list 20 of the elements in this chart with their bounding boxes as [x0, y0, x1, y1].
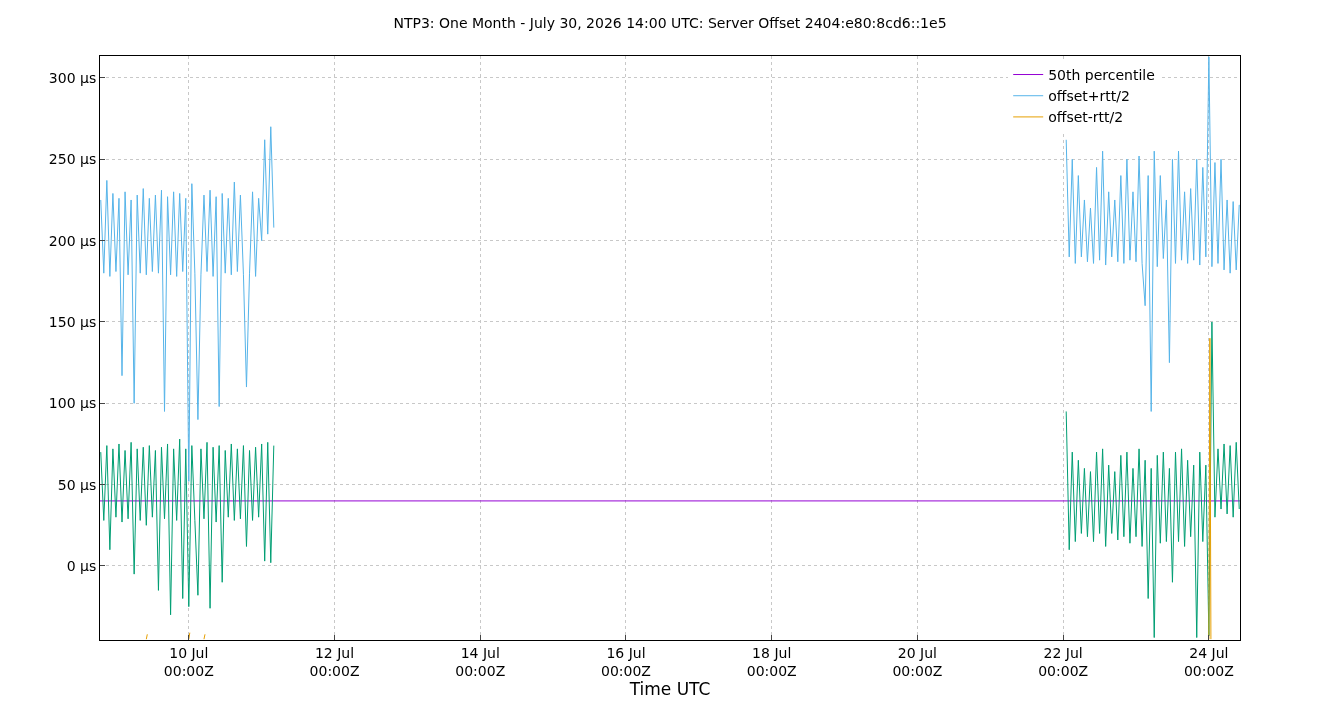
x-tick-label: 24 Jul 00:00Z	[1183, 644, 1234, 679]
y-tick-label: 200 µs	[48, 232, 97, 249]
x-tick-label: 18 Jul 00:00Z	[746, 644, 797, 679]
y-tick-label: 300 µs	[48, 69, 97, 86]
y-tick-label: 0 µs	[66, 557, 97, 574]
x-tick-label: 14 Jul 00:00Z	[455, 644, 506, 679]
chart-title: NTP3: One Month - July 30, 2026 14:00 UTC: Server Offset 2404:e80:8cd6::1e5	[393, 14, 947, 31]
y-tick-label: 100 µs	[48, 395, 97, 412]
y-tick-label: 150 µs	[48, 313, 97, 330]
legend-label: offset+rtt/2	[1048, 88, 1130, 105]
x-tick-label: 20 Jul 00:00Z	[892, 644, 943, 679]
x-tick-label: 12 Jul 00:00Z	[309, 644, 360, 679]
x-tick-label: 16 Jul 00:00Z	[601, 644, 651, 679]
x-axis-title: Time UTC	[628, 679, 711, 699]
x-tick-label: 10 Jul 00:00Z	[163, 644, 214, 679]
legend-label: 50th percentile	[1048, 66, 1155, 83]
x-tick-label: 22 Jul 00:00Z	[1038, 644, 1089, 679]
y-tick-label: 50 µs	[57, 476, 97, 493]
y-tick-label: 250 µs	[48, 151, 97, 168]
legend-label: offset-rtt/2	[1048, 109, 1124, 126]
